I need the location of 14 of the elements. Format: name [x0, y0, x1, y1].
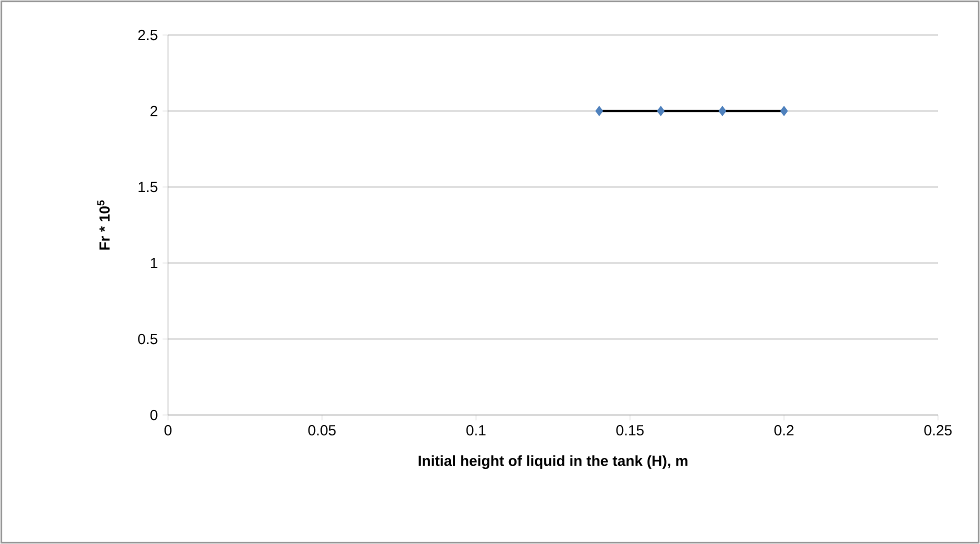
x-tick-label: 0.1 [466, 425, 486, 436]
y-tick-label: 1.5 [138, 182, 158, 192]
x-tick-label: 0.15 [616, 425, 644, 436]
y-tick-label: 2.5 [138, 30, 158, 40]
x-axis-title: Initial height of liquid in the tank (H), m [418, 455, 688, 469]
y-tick-label: 0.5 [138, 334, 158, 344]
y-tick-label: 0 [150, 410, 158, 420]
x-tick-label: 0.05 [308, 425, 336, 436]
x-tick-label: 0 [164, 425, 172, 436]
y-tick-label: 1 [150, 258, 158, 268]
x-tick-label: 0.2 [774, 425, 794, 436]
x-tick-label: 0.25 [924, 425, 952, 436]
y-axis-title: Fr * 10$^{5}$ [97, 200, 110, 250]
y-tick-label: 2 [150, 106, 158, 116]
